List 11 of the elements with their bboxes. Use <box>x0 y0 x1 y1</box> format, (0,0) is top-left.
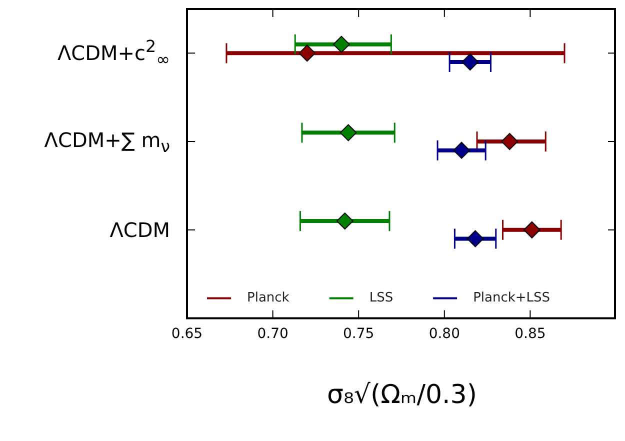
x-tick-label: 0.80 <box>428 326 460 342</box>
x-tick-label: 0.85 <box>514 326 546 342</box>
y-tick-label: ΛCDM+∑ m$_{ν}$ <box>44 128 170 156</box>
x-tick-label: 0.75 <box>343 326 374 342</box>
legend-label: Planck+LSS <box>473 290 550 306</box>
legend-label: Planck <box>247 290 290 306</box>
legend-label: LSS <box>369 290 394 306</box>
y-tick-label: ΛCDM <box>110 218 170 242</box>
x-tick-label: 0.70 <box>257 326 288 342</box>
x-axis-title: σ₈√(Ωₘ/0.3) <box>326 380 478 410</box>
x-tick-label: 0.65 <box>171 326 203 342</box>
